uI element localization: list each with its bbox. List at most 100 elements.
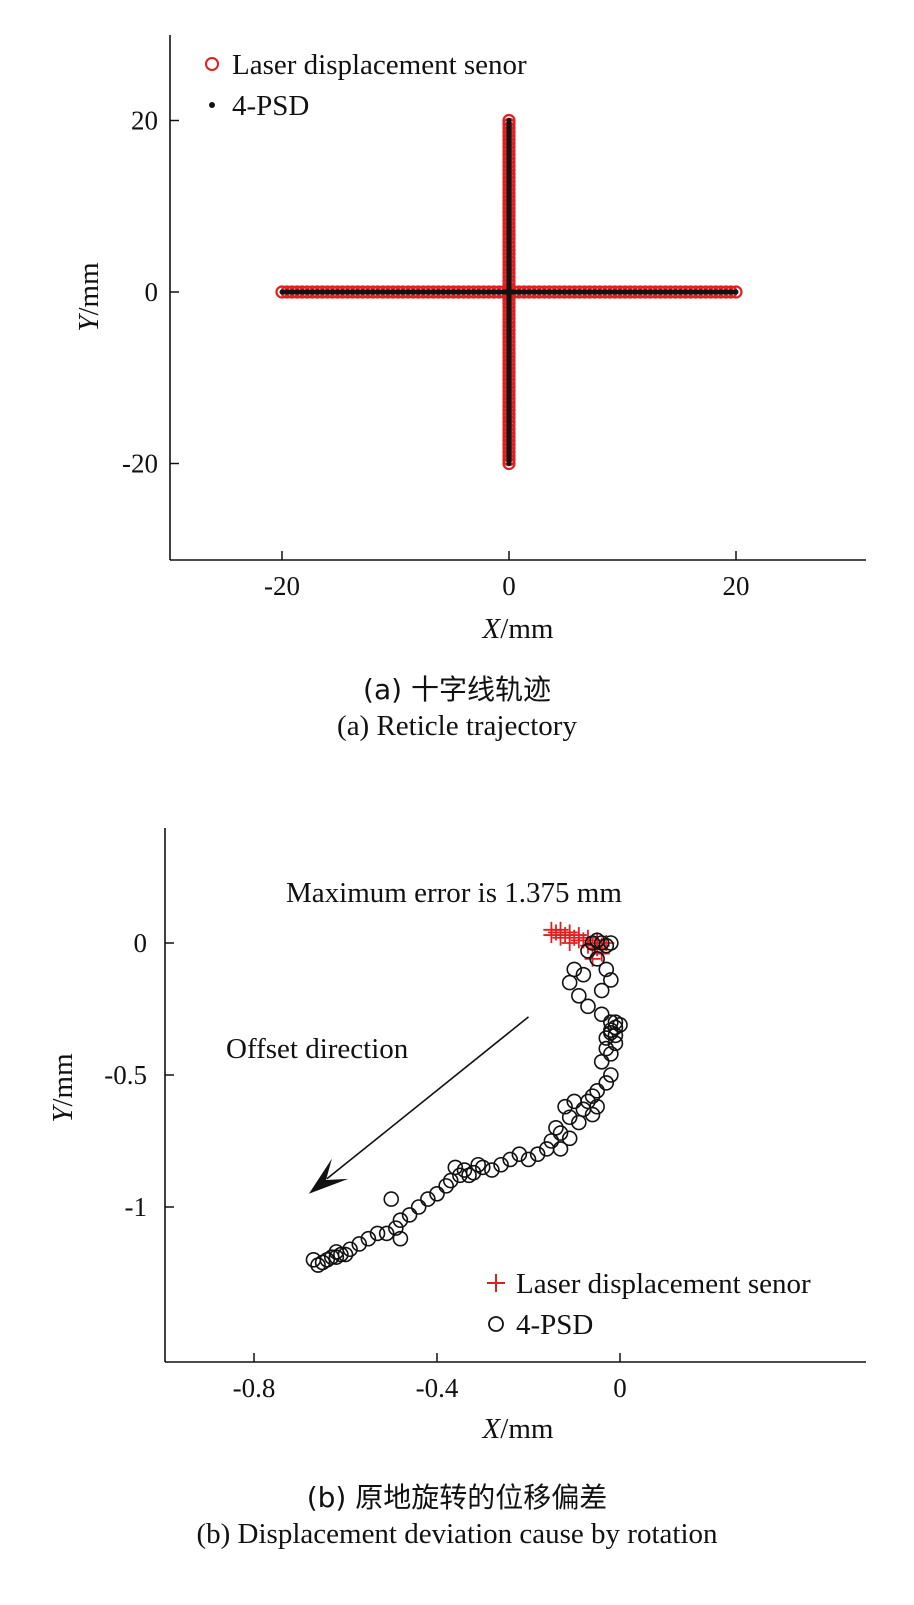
chart-b-legend: Laser displacement senor 4-PSD xyxy=(487,1268,811,1341)
chart-b-psd-point xyxy=(552,1125,569,1141)
chart-b-psd-point xyxy=(502,1151,519,1168)
chart-b-psd-point xyxy=(520,1151,537,1168)
chart-b-arrow-head xyxy=(308,1158,349,1194)
chart-b-psd-point xyxy=(598,1030,615,1046)
chart-b-laser-point xyxy=(570,932,587,949)
chart-b-rotation-deviation: -0.8 -0.4 0 0 -0.5 -1 X/mm Y/mm Maximum error… xyxy=(47,828,866,1445)
chart-a-y-tick-label: 0 xyxy=(145,277,159,307)
chart-b-psd-point xyxy=(603,1067,619,1083)
chart-a-legend-psd-marker xyxy=(209,102,215,108)
chart-b-psd-point xyxy=(566,1093,583,1110)
chart-b-psd-point xyxy=(401,1207,418,1223)
caption-b-english: (b) Displacement deviation cause by rota… xyxy=(196,1518,718,1550)
chart-b-psd-point xyxy=(584,1106,601,1123)
chart-a-x-tick-label: 0 xyxy=(502,571,516,601)
chart-b-psd-point xyxy=(529,1146,546,1162)
chart-b-laser-point xyxy=(561,935,578,951)
chart-b-psd-point xyxy=(561,1109,578,1126)
chart-b-laser-point xyxy=(552,929,569,946)
chart-b-psd-point xyxy=(360,1230,377,1247)
chart-b-psd-point xyxy=(589,1083,605,1099)
chart-b-x-axis-label: X/mm xyxy=(482,1413,554,1445)
chart-b-psd-point xyxy=(538,1141,555,1157)
chart-b-psd-point xyxy=(552,1141,569,1157)
chart-b-y-tick-label: -0.5 xyxy=(104,1060,147,1090)
caption-a-english: (a) Reticle trajectory xyxy=(337,710,577,742)
chart-b-legend-laser-marker xyxy=(487,1274,505,1292)
chart-a-legend: Laser displacement senor 4-PSD xyxy=(205,49,527,122)
chart-b-psd-point xyxy=(383,1191,400,1207)
chart-a-y-axis-label: Y/mm xyxy=(73,262,105,332)
chart-b-psd-point xyxy=(593,1006,610,1023)
chart-b-x-tick-label: -0.4 xyxy=(416,1373,459,1403)
caption-b-chinese: (b) 原地旋转的位移偏差 xyxy=(306,1481,608,1514)
chart-b-y-tick-label: 0 xyxy=(134,928,148,958)
chart-b-psd-point xyxy=(603,972,619,988)
chart-b-psd-point xyxy=(310,1257,326,1273)
chart-b-legend-psd-label: 4-PSD xyxy=(516,1309,593,1341)
chart-b-psd-point xyxy=(598,961,615,978)
chart-a-x-tick-label: -20 xyxy=(264,571,300,601)
chart-b-psd-point xyxy=(305,1252,322,1268)
chart-b-psd-point xyxy=(603,1046,619,1062)
chart-b-psd-point xyxy=(388,1220,404,1236)
chart-b-psd-point xyxy=(328,1249,345,1265)
chart-b-offset-arrow xyxy=(308,1016,530,1194)
chart-a-reticle-trajectory: -20 0 20 20 0 -20 X/mm Y/mm Laser displacemen… xyxy=(73,35,866,645)
chart-b-psd-point xyxy=(580,943,596,959)
chart-b-psd-point xyxy=(561,974,578,991)
chart-a-legend-psd-label: 4-PSD xyxy=(232,90,309,122)
chart-b-psd-point xyxy=(337,1246,354,1263)
chart-b-psd-point xyxy=(442,1172,459,1189)
chart-b-psd-point xyxy=(584,1088,601,1104)
chart-b-legend-psd-marker xyxy=(488,1316,504,1332)
chart-b-offset-direction-label: Offset direction xyxy=(226,1033,409,1065)
chart-b-data-layer xyxy=(305,921,628,1273)
chart-b-psd-point xyxy=(429,1186,445,1202)
chart-b-psd-point xyxy=(557,1098,573,1115)
chart-b-psd-point xyxy=(493,1156,509,1173)
chart-a-y-tick-label: 20 xyxy=(131,106,158,136)
chart-b-psd-point xyxy=(571,987,587,1004)
chart-b-psd-point xyxy=(452,1167,468,1184)
chart-b-psd-point xyxy=(484,1162,500,1178)
chart-b-arrow-shaft xyxy=(326,1016,530,1180)
chart-b-x-tick-label: 0 xyxy=(613,1373,627,1403)
chart-a-x-axis-label: X/mm xyxy=(482,613,554,645)
chart-b-x-tick-label: -0.8 xyxy=(233,1373,276,1403)
chart-a-legend-laser-label: Laser displacement senor xyxy=(232,49,527,81)
chart-b-psd-point xyxy=(543,1133,560,1149)
chart-b-psd-point xyxy=(470,1156,486,1173)
chart-b-psd-point xyxy=(593,1054,610,1070)
chart-b-psd-point xyxy=(328,1244,345,1260)
chart-b-psd-point xyxy=(438,1178,454,1194)
chart-b-max-error-annotation: Maximum error is 1.375 mm xyxy=(286,877,622,909)
chart-b-psd-point xyxy=(410,1199,427,1215)
caption-a-chinese: (a) 十字线轨迹 xyxy=(363,673,551,706)
chart-a-ticks: -20 0 20 20 0 -20 xyxy=(122,106,750,602)
chart-b-psd-point xyxy=(603,1022,619,1038)
chart-b-ticks: -0.8 -0.4 0 0 -0.5 -1 xyxy=(104,928,627,1403)
chart-b-psd-point xyxy=(593,982,610,999)
chart-b-psd-point xyxy=(351,1236,368,1252)
chart-b-psd-point xyxy=(603,935,619,951)
chart-b-psd-point xyxy=(612,1017,628,1033)
chart-b-y-axis-label: Y/mm xyxy=(47,1053,79,1123)
chart-b-psd-point xyxy=(456,1162,473,1178)
chart-a-legend-laser-marker xyxy=(205,57,219,71)
chart-b-psd-point xyxy=(378,1225,395,1242)
chart-b-psd-point xyxy=(607,1027,624,1044)
chart-b-psd-point xyxy=(575,966,592,983)
chart-b-psd-point xyxy=(511,1146,528,1162)
chart-b-psd-point xyxy=(589,951,605,967)
chart-b-psd-point xyxy=(447,1159,464,1176)
chart-b-psd-point xyxy=(598,1075,615,1091)
chart-b-psd-point xyxy=(420,1191,436,1207)
chart-a-data-layer xyxy=(275,113,743,471)
chart-b-psd-point xyxy=(461,1167,477,1184)
chart-b-psd-point xyxy=(580,998,596,1015)
chart-b-psd-point xyxy=(571,1114,587,1131)
chart-a-x-tick-label: 20 xyxy=(723,571,750,601)
chart-b-psd-point xyxy=(369,1225,386,1242)
